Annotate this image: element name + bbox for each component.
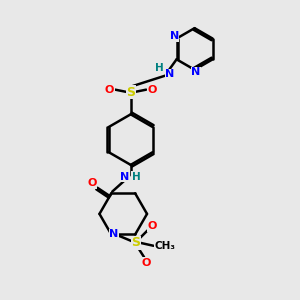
Text: CH₃: CH₃ <box>155 241 176 251</box>
Text: N: N <box>169 31 179 41</box>
Text: S: S <box>126 85 135 98</box>
Text: N: N <box>109 230 119 239</box>
Text: N: N <box>165 69 174 79</box>
Text: O: O <box>87 178 97 188</box>
Text: N: N <box>191 67 201 77</box>
Text: O: O <box>105 85 114 95</box>
Text: O: O <box>148 221 157 232</box>
Text: N: N <box>120 172 129 182</box>
Text: O: O <box>147 85 157 95</box>
Text: H: H <box>155 63 164 73</box>
Text: H: H <box>132 172 140 182</box>
Text: S: S <box>131 236 140 249</box>
Text: O: O <box>141 258 151 268</box>
